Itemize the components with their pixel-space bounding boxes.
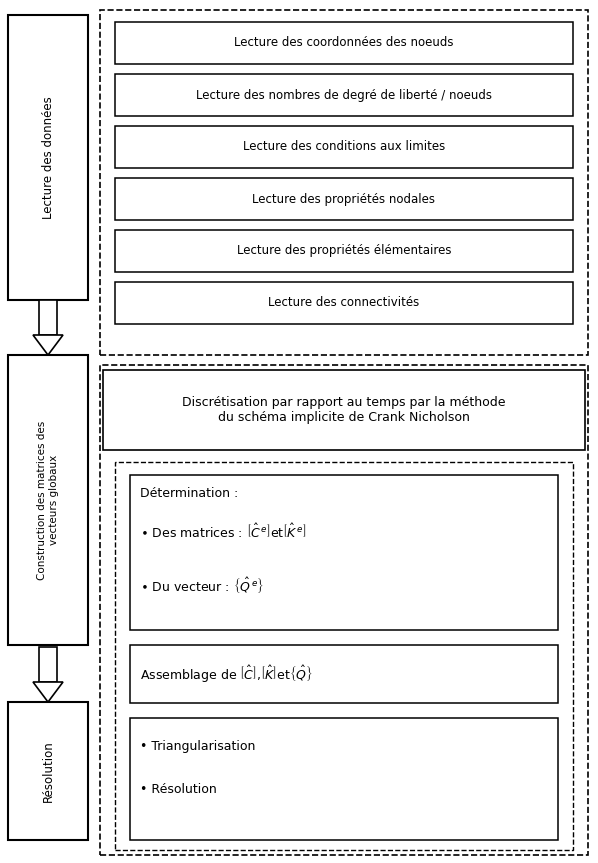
Text: Lecture des connectivités: Lecture des connectivités xyxy=(269,297,420,310)
Bar xyxy=(39,300,57,335)
Polygon shape xyxy=(33,682,63,702)
Bar xyxy=(8,15,88,300)
Text: Lecture des propriétés élémentaires: Lecture des propriétés élémentaires xyxy=(237,244,451,257)
Bar xyxy=(100,10,588,355)
Bar xyxy=(130,718,558,840)
Text: Résolution: Résolution xyxy=(41,740,54,802)
Bar xyxy=(130,475,558,630)
Text: Lecture des propriétés nodales: Lecture des propriétés nodales xyxy=(252,192,435,205)
Bar xyxy=(103,370,585,450)
Polygon shape xyxy=(33,335,63,355)
Text: Discrétisation par rapport au temps par la méthode
du schéma implicite de Crank : Discrétisation par rapport au temps par … xyxy=(182,396,506,424)
Bar xyxy=(115,74,573,116)
Text: Construction des matrices des
vecteurs globaux: Construction des matrices des vecteurs g… xyxy=(37,420,59,580)
Text: $\bullet$ Des matrices : $\left[\hat{C}^{\,e}\right]$et$\left[\hat{K}^{\,e}\righ: $\bullet$ Des matrices : $\left[\hat{C}^… xyxy=(140,523,306,541)
Text: Assemblage de $\left[\hat{C}\right]$,$\left[\hat{K}\right]$et$\left\{\hat{Q}\rig: Assemblage de $\left[\hat{C}\right]$,$\l… xyxy=(140,664,313,684)
Bar xyxy=(115,22,573,64)
Text: Lecture des conditions aux limites: Lecture des conditions aux limites xyxy=(243,141,445,154)
Bar xyxy=(100,365,588,855)
Text: Détermination :: Détermination : xyxy=(140,487,238,500)
Text: • Triangularisation: • Triangularisation xyxy=(140,740,255,753)
Text: Lecture des nombres de degré de liberté / noeuds: Lecture des nombres de degré de liberté … xyxy=(196,89,492,102)
Text: Lecture des coordonnées des noeuds: Lecture des coordonnées des noeuds xyxy=(234,36,454,49)
Bar xyxy=(115,230,573,272)
Bar xyxy=(39,647,57,682)
Bar xyxy=(130,645,558,703)
Bar xyxy=(8,702,88,840)
Text: $\bullet$ Du vecteur : $\left\{\hat{Q}^{\,e}\right\}$: $\bullet$ Du vecteur : $\left\{\hat{Q}^{… xyxy=(140,575,264,595)
Text: • Résolution: • Résolution xyxy=(140,783,216,796)
Bar xyxy=(8,355,88,645)
Bar xyxy=(115,178,573,220)
Text: Lecture des données: Lecture des données xyxy=(41,96,54,219)
Bar xyxy=(115,462,573,850)
Bar xyxy=(115,282,573,324)
Bar xyxy=(115,126,573,168)
